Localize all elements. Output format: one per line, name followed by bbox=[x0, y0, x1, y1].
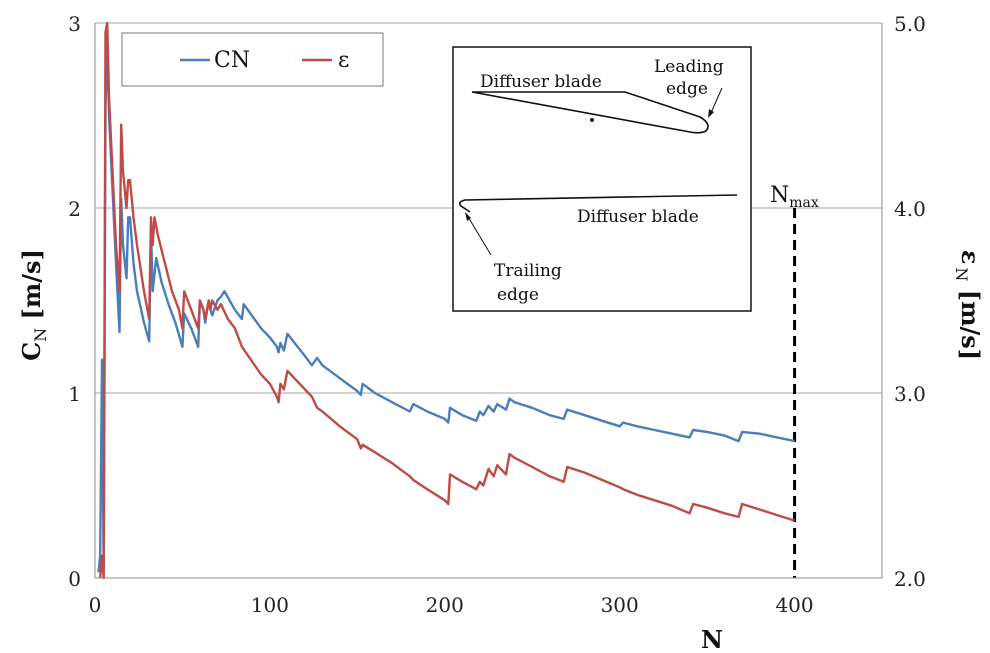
y-left-tick-label: 1 bbox=[68, 382, 81, 406]
x-tick-label: 400 bbox=[775, 593, 813, 617]
nmax-label: Nmax bbox=[770, 183, 819, 211]
leading-edge-label-2: edge bbox=[666, 79, 708, 99]
y-axis-left-title: CN [m/s] bbox=[17, 249, 50, 361]
y-right-tick-label: 3.0 bbox=[894, 382, 926, 406]
trailing-edge-arrowhead bbox=[465, 212, 471, 221]
legend-label-cn: CN bbox=[214, 48, 250, 73]
y-left-tick-label: 2 bbox=[68, 197, 81, 221]
blade-pivot-dot bbox=[590, 118, 594, 122]
y-right-symbol: ε bbox=[956, 250, 985, 265]
trailing-edge-arrow bbox=[466, 214, 492, 256]
y-left-symbol: C bbox=[17, 342, 46, 361]
inset-diagram: Diffuser blade Leading edge Diffuser bla… bbox=[452, 46, 752, 312]
top-blade-label: Diffuser blade bbox=[480, 72, 602, 92]
nmax-subscript: max bbox=[789, 195, 819, 211]
series-line-cn bbox=[97, 40, 795, 573]
leading-edge-arrow bbox=[709, 87, 723, 116]
y-right-tick-label: 4.0 bbox=[894, 197, 926, 221]
bottom-blade-label: Diffuser blade bbox=[577, 207, 699, 227]
nmax-symbol: N bbox=[770, 183, 789, 208]
x-tick-label: 100 bbox=[251, 593, 289, 617]
x-tick-label: 200 bbox=[426, 593, 464, 617]
top-diffuser-blade-shape bbox=[471, 91, 709, 134]
inset-box bbox=[452, 46, 752, 312]
y-right-tick-label: 5.0 bbox=[894, 12, 926, 36]
x-tick-label: 0 bbox=[89, 593, 102, 617]
y-left-subscript: N bbox=[31, 328, 50, 342]
series-group bbox=[97, 21, 795, 580]
leading-edge-arrowhead bbox=[708, 109, 714, 118]
x-axis-title: N bbox=[701, 625, 723, 653]
trailing-edge-label-2: edge bbox=[497, 285, 539, 305]
y-right-subscript: N bbox=[952, 267, 971, 281]
legend: CN ε bbox=[121, 32, 384, 87]
y-right-tick-label: 2.0 bbox=[894, 567, 926, 591]
y-right-unit: [m/s] bbox=[956, 290, 985, 360]
y-left-tick-label: 0 bbox=[68, 567, 81, 591]
axes bbox=[94, 23, 883, 579]
y-axis-right-title: εN [m/s] bbox=[952, 250, 985, 360]
series-line-epsilon bbox=[99, 21, 795, 580]
y-left-unit: [m/s] bbox=[17, 249, 46, 319]
leading-edge-label-1: Leading bbox=[654, 57, 724, 77]
y-left-tick-label: 3 bbox=[68, 12, 81, 36]
tick-labels: 0 100 200 300 400 0 1 2 3 2.0 3.0 4.0 5.0 bbox=[68, 12, 926, 617]
trailing-edge-label-1: Trailing bbox=[494, 261, 562, 281]
legend-box bbox=[121, 32, 384, 87]
bottom-diffuser-blade-shape bbox=[458, 194, 738, 213]
legend-label-epsilon: ε bbox=[338, 48, 349, 73]
x-tick-label: 300 bbox=[601, 593, 639, 617]
